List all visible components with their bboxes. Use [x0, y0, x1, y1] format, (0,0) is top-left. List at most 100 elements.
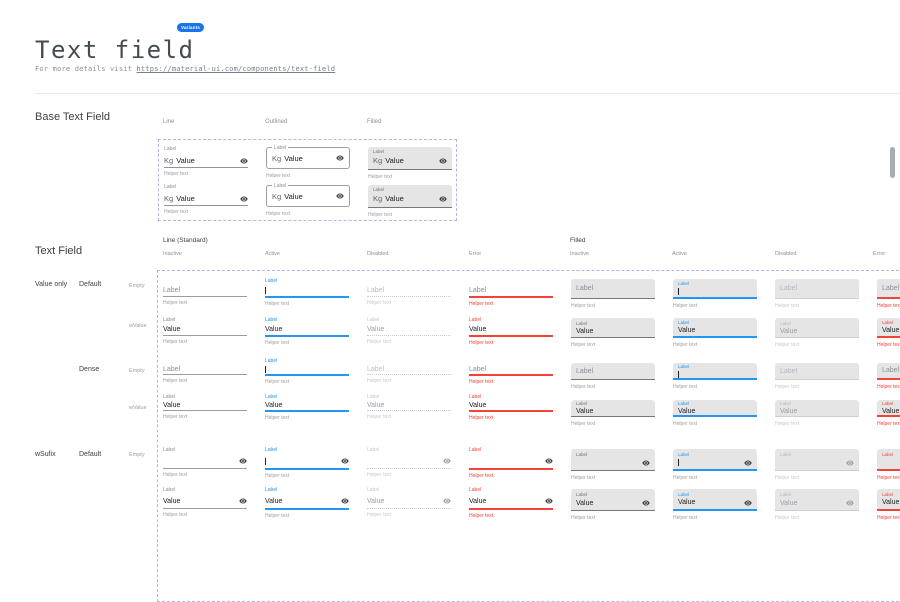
visibility-icon[interactable] — [336, 192, 344, 200]
filled-box: Label Value — [775, 318, 859, 338]
text-field-line-active-value[interactable]: Label Value Helper text — [265, 394, 349, 421]
helper-text: Helper text — [877, 421, 900, 427]
text-field-filled-inactive-sfx-empty[interactable]: Label Helper text — [571, 449, 655, 481]
text-field-filled-error-sfx-empty[interactable]: Label Helper text — [877, 449, 900, 481]
text-field-line-disabled-sfx-value[interactable]: Label Value Helper text — [367, 486, 451, 518]
text-field-line-active-value[interactable]: Label Value Helper text — [265, 316, 349, 346]
text-field-filled-active-empty[interactable]: Label Helper text — [673, 279, 757, 309]
visibility-icon[interactable] — [545, 497, 553, 505]
visibility-icon[interactable] — [846, 499, 854, 507]
text-field-filled-error-empty[interactable]: Label Helper text — [877, 363, 900, 390]
visibility-icon[interactable] — [341, 457, 349, 465]
text-field-filled-active-empty[interactable]: Label Helper text — [673, 363, 757, 390]
field-label: Label — [780, 492, 792, 497]
text-field-line-active-sfx-empty[interactable]: Label Helper text — [265, 446, 349, 479]
helper-text: Helper text — [571, 421, 596, 427]
base-text-field-filled-1[interactable]: Label Kg Value Helper text — [368, 147, 452, 180]
scrollbar-thumb[interactable] — [890, 147, 895, 178]
helper-text: Helper text — [469, 473, 494, 479]
base-text-field-filled-2[interactable]: Label Kg Value Helper text — [368, 185, 452, 218]
placeholder-label: Label — [367, 366, 385, 373]
col-filled-active: Active — [672, 251, 687, 257]
text-field-filled-active-value[interactable]: Label Value Helper text — [673, 400, 757, 427]
helper-text: Helper text — [877, 515, 900, 521]
text-field-line-error-empty[interactable]: Label Helper text — [469, 277, 553, 307]
text-field-line-inactive-sfx-value[interactable]: Label Value Helper text — [163, 486, 247, 518]
field-label: Label — [163, 487, 176, 493]
base-text-field-outlined-2[interactable]: Label Kg Value Helper text — [266, 183, 350, 217]
base-text-field-line-1[interactable]: Label Kg Value Helper text — [164, 145, 248, 177]
prefix: Kg — [272, 191, 282, 201]
placeholder-label: Label — [367, 287, 385, 294]
visibility-icon[interactable] — [240, 157, 248, 165]
text-field-line-inactive-sfx-empty[interactable]: Label Helper text — [163, 446, 247, 478]
text-field-line-error-value[interactable]: Label Value Helper text — [469, 394, 553, 421]
text-field-filled-disabled-empty[interactable]: Label Helper text — [775, 279, 859, 309]
input-area: Value — [882, 327, 900, 334]
visibility-icon[interactable] — [336, 154, 344, 162]
text-field-filled-error-empty[interactable]: Label Helper text — [877, 279, 900, 309]
text-field-filled-error-value[interactable]: Label Value Helper text — [877, 318, 900, 348]
docs-link[interactable]: https://material-ui.com/components/text-… — [136, 65, 336, 73]
col-line-active: Active — [265, 251, 280, 257]
filled-box: Label Kg Value — [368, 185, 452, 208]
text-field-line-active-empty[interactable]: Label Helper text — [265, 358, 349, 385]
text-field-filled-disabled-value[interactable]: Label Value Helper text — [775, 400, 859, 427]
text-field-line-disabled-value[interactable]: Label Value Helper text — [367, 316, 451, 345]
visibility-icon[interactable] — [443, 457, 451, 465]
visibility-icon[interactable] — [443, 497, 451, 505]
text-cursor — [265, 287, 266, 294]
text-field-filled-active-sfx-empty[interactable]: Label Helper text — [673, 449, 757, 481]
text-field-filled-inactive-value[interactable]: Label Value Helper text — [571, 318, 655, 348]
visibility-icon[interactable] — [545, 457, 553, 465]
text-field-filled-disabled-sfx-empty[interactable]: Label Helper text — [775, 449, 859, 481]
filled-box: Label Value — [877, 318, 900, 338]
visibility-icon[interactable] — [744, 459, 752, 467]
text-field-line-inactive-empty[interactable]: Label Helper text — [163, 358, 247, 384]
text-field-filled-disabled-empty[interactable]: Label Helper text — [775, 363, 859, 390]
text-field-filled-inactive-empty[interactable]: Label Helper text — [571, 363, 655, 390]
filled-box: Label — [673, 449, 757, 471]
text-field-filled-inactive-value[interactable]: Label Value Helper text — [571, 400, 655, 427]
filled-box: Label — [673, 279, 757, 299]
text-field-line-error-value[interactable]: Label Value Helper text — [469, 316, 553, 346]
text-field-line-disabled-empty[interactable]: Label Helper text — [367, 277, 451, 306]
helper-text: Helper text — [163, 300, 188, 306]
helper-text: Helper text — [367, 300, 392, 306]
text-field-line-active-sfx-value[interactable]: Label Value Helper text — [265, 486, 349, 519]
text-field-line-inactive-empty[interactable]: Label Helper text — [163, 277, 247, 306]
text-field-filled-active-value[interactable]: Label Value Helper text — [673, 318, 757, 348]
text-field-filled-error-value[interactable]: Label Value Helper text — [877, 400, 900, 427]
text-field-line-disabled-value[interactable]: Label Value Helper text — [367, 394, 451, 420]
text-field-line-inactive-value[interactable]: Label Value Helper text — [163, 394, 247, 420]
text-field-filled-inactive-empty[interactable]: Label Helper text — [571, 279, 655, 309]
visibility-icon[interactable] — [642, 499, 650, 507]
visibility-icon[interactable] — [240, 195, 248, 203]
text-field-line-disabled-sfx-empty[interactable]: Label Helper text — [367, 446, 451, 478]
visibility-icon[interactable] — [846, 459, 854, 467]
visibility-icon[interactable] — [341, 497, 349, 505]
helper-text: Helper text — [877, 475, 900, 481]
base-text-field-outlined-1[interactable]: Label Kg Value Helper text — [266, 145, 350, 179]
text-field-filled-disabled-value[interactable]: Label Value Helper text — [775, 318, 859, 348]
field-value: Value — [163, 402, 181, 409]
visibility-icon[interactable] — [642, 459, 650, 467]
text-field-line-error-empty[interactable]: Label Helper text — [469, 358, 553, 385]
text-field-line-disabled-empty[interactable]: Label Helper text — [367, 358, 451, 384]
visibility-icon[interactable] — [239, 497, 247, 505]
visibility-icon[interactable] — [744, 499, 752, 507]
helper-text: Helper text — [469, 379, 494, 385]
row-sub-wsufix-empty: Empty — [129, 452, 145, 458]
text-field-line-inactive-value[interactable]: Label Value Helper text — [163, 316, 247, 345]
text-field-line-error-sfx-empty[interactable]: Label Helper text — [469, 446, 553, 479]
base-text-field-line-2[interactable]: Label Kg Value Helper text — [164, 183, 248, 215]
field-value: Value — [678, 499, 696, 506]
visibility-icon[interactable] — [439, 195, 447, 203]
text-field-line-error-sfx-value[interactable]: Label Value Helper text — [469, 486, 553, 519]
text-field-line-active-empty[interactable]: Label Helper text — [265, 277, 349, 307]
row-sub-dense-empty: Empty — [129, 368, 145, 374]
visibility-icon[interactable] — [439, 157, 447, 165]
helper-text: Helper text — [571, 475, 596, 481]
input-area: Value — [780, 328, 854, 335]
visibility-icon[interactable] — [239, 457, 247, 465]
